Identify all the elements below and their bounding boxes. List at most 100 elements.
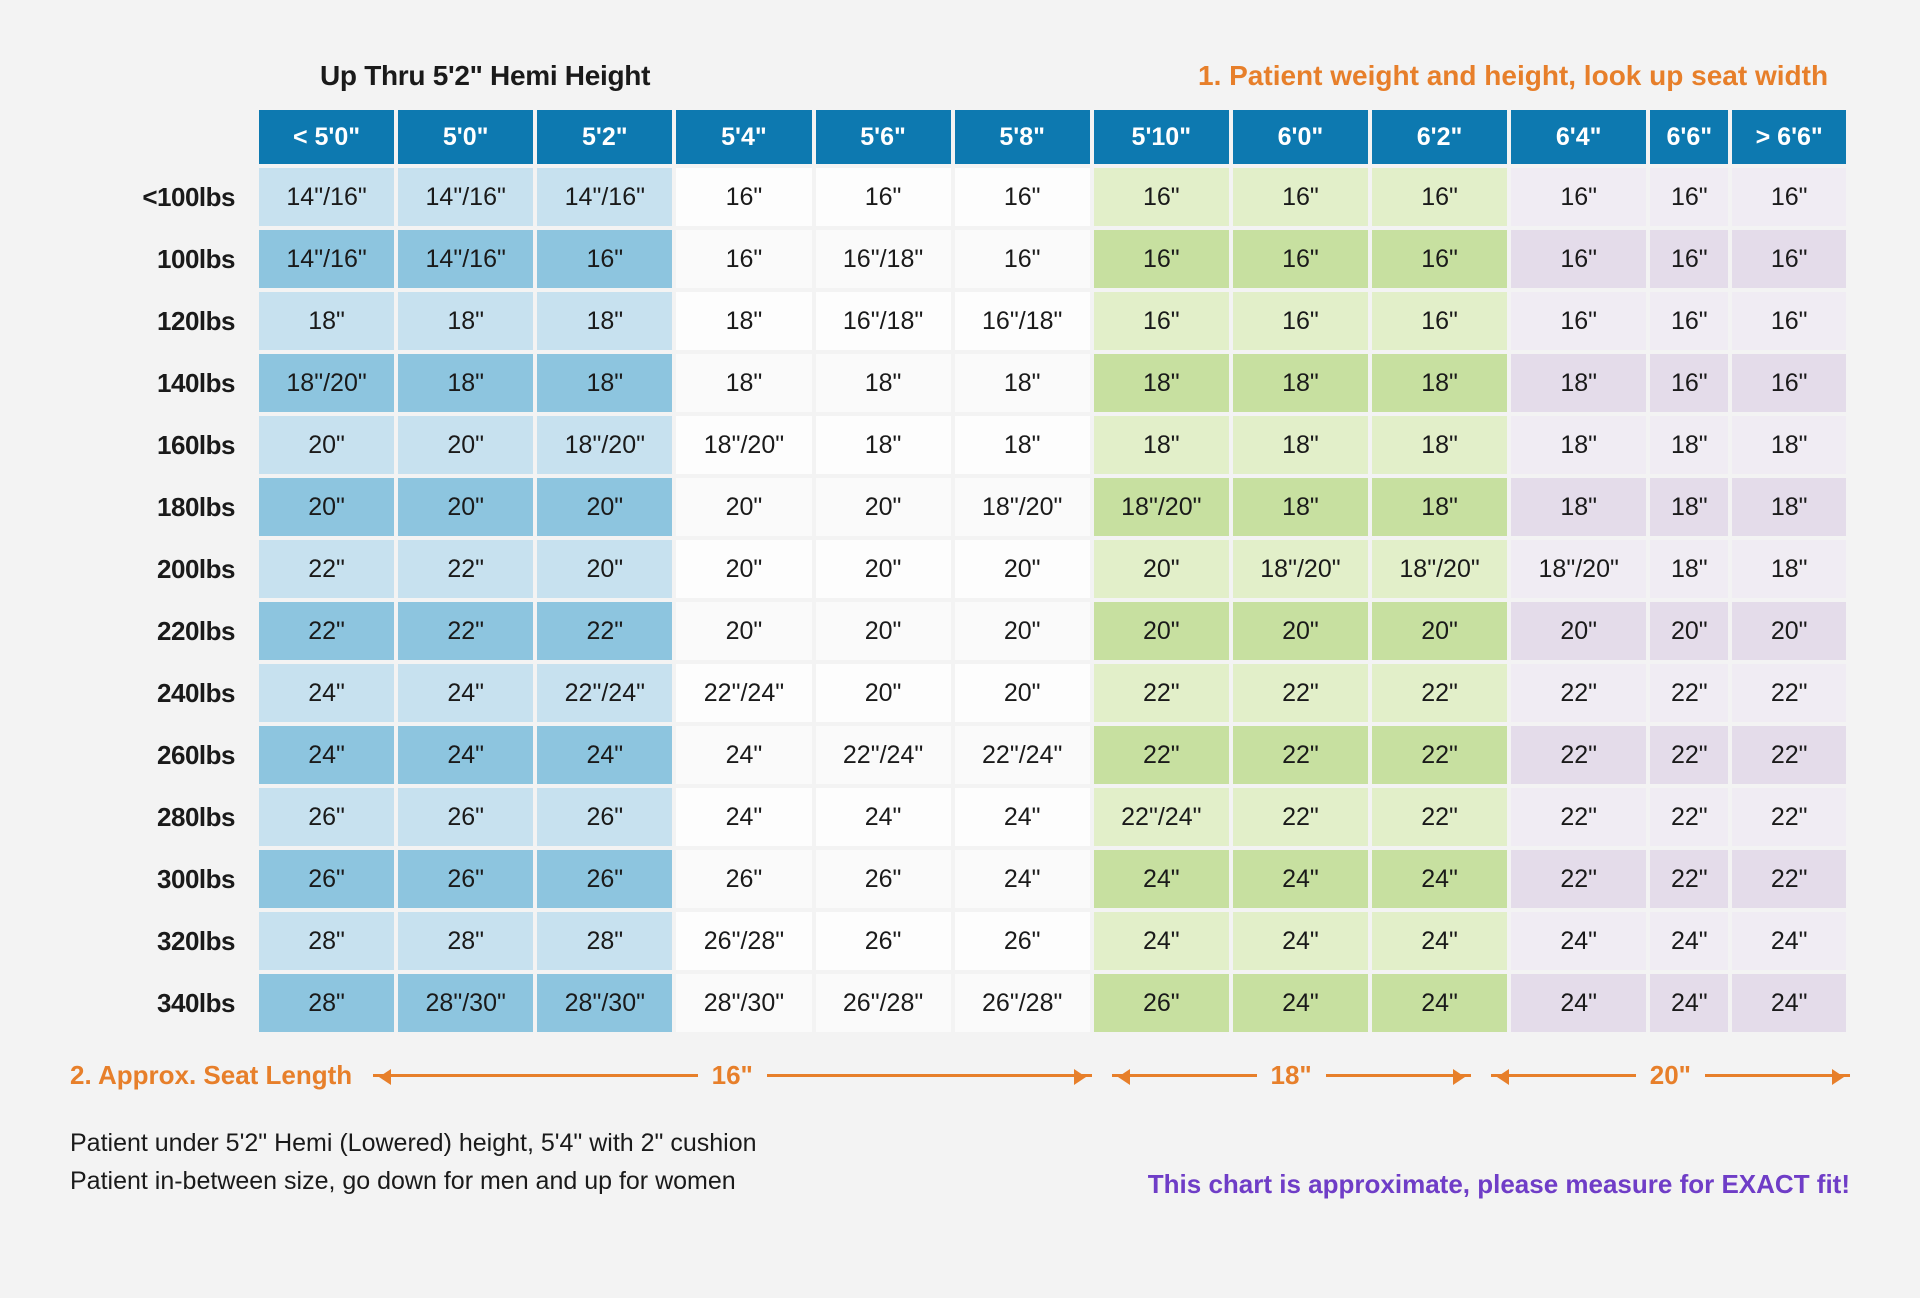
size-cell: 14"/16" [259, 168, 394, 226]
size-cell: 20" [1732, 602, 1846, 660]
size-cell: 18" [1650, 478, 1728, 536]
col-header-height: 5'2" [537, 110, 672, 164]
size-cell: 24" [398, 664, 533, 722]
size-cell: 26" [398, 788, 533, 846]
row-label-weight: 140lbs [74, 354, 255, 412]
size-cell: 24" [1372, 850, 1507, 908]
size-cell: 22" [1511, 726, 1646, 784]
arrow-right-icon [767, 1074, 1092, 1077]
size-cell: 16" [537, 230, 672, 288]
seat-length-segment: 18" [1112, 1060, 1471, 1091]
table-row: <100lbs14"/16"14"/16"14"/16"16"16"16"16"… [74, 168, 1846, 226]
row-label-weight: 320lbs [74, 912, 255, 970]
size-cell: 22" [1650, 664, 1728, 722]
size-cell: 16"/18" [816, 230, 951, 288]
size-cell: 26"/28" [676, 912, 811, 970]
size-cell: 26" [398, 850, 533, 908]
notes-row: Patient under 5'2" Hemi (Lowered) height… [70, 1125, 1850, 1200]
size-cell: 16"/18" [816, 292, 951, 350]
note-line-1: Patient under 5'2" Hemi (Lowered) height… [70, 1125, 757, 1163]
size-cell: 24" [676, 788, 811, 846]
size-cell: 26" [537, 788, 672, 846]
col-header-height: 5'6" [816, 110, 951, 164]
size-cell: 16" [1094, 168, 1229, 226]
size-cell: 16" [1372, 168, 1507, 226]
seat-length-row: 2. Approx. Seat Length 16"18"20" [70, 1060, 1850, 1091]
size-cell: 22" [398, 540, 533, 598]
size-cell: 24" [816, 788, 951, 846]
table-row: 340lbs28"28"/30"28"/30"28"/30"26"/28"26"… [74, 974, 1846, 1032]
size-cell: 24" [1372, 912, 1507, 970]
row-label-weight: 160lbs [74, 416, 255, 474]
size-cell: 18" [537, 292, 672, 350]
size-cell: 22" [1233, 664, 1368, 722]
col-header-height: > 6'6" [1732, 110, 1846, 164]
size-cell: 22" [1233, 726, 1368, 784]
col-header-height: 6'2" [1372, 110, 1507, 164]
table-row: 260lbs24"24"24"24"22"/24"22"/24"22"22"22… [74, 726, 1846, 784]
size-cell: 20" [955, 602, 1090, 660]
size-cell: 16" [1650, 230, 1728, 288]
col-header-height: 5'10" [1094, 110, 1229, 164]
size-cell: 16" [1511, 168, 1646, 226]
size-cell: 18" [1650, 540, 1728, 598]
size-cell: 22" [1511, 850, 1646, 908]
size-cell: 28" [537, 912, 672, 970]
size-cell: 18" [1094, 354, 1229, 412]
col-header-height: 5'0" [398, 110, 533, 164]
row-label-weight: 180lbs [74, 478, 255, 536]
size-cell: 18" [1233, 354, 1368, 412]
size-cell: 22" [1233, 788, 1368, 846]
col-header-height: 5'4" [676, 110, 811, 164]
size-cell: 16" [1650, 292, 1728, 350]
size-cell: 22" [1732, 850, 1846, 908]
size-cell: 24" [955, 850, 1090, 908]
size-cell: 22" [1094, 726, 1229, 784]
col-header-height: 6'0" [1233, 110, 1368, 164]
size-cell: 22"/24" [816, 726, 951, 784]
size-cell: 18" [1511, 478, 1646, 536]
table-row: 160lbs20"20"18"/20"18"/20"18"18"18"18"18… [74, 416, 1846, 474]
size-cell: 22" [1650, 788, 1728, 846]
size-cell: 28"/30" [537, 974, 672, 1032]
size-cell: 20" [1372, 602, 1507, 660]
size-cell: 24" [1094, 850, 1229, 908]
size-cell: 20" [259, 478, 394, 536]
arrow-left-icon [1491, 1074, 1636, 1077]
size-cell: 14"/16" [537, 168, 672, 226]
arrow-left-icon [1112, 1074, 1257, 1077]
size-cell: 20" [676, 602, 811, 660]
size-cell: 18" [1233, 478, 1368, 536]
size-cell: 22" [1094, 664, 1229, 722]
title-row: Up Thru 5'2" Hemi Height 1. Patient weig… [260, 60, 1850, 92]
size-cell: 20" [537, 478, 672, 536]
size-cell: 22"/24" [955, 726, 1090, 784]
size-cell: 24" [1732, 974, 1846, 1032]
size-cell: 26" [816, 912, 951, 970]
size-cell: 16" [1233, 292, 1368, 350]
row-label-weight: 300lbs [74, 850, 255, 908]
size-cell: 18" [1732, 540, 1846, 598]
size-cell: 16" [1732, 354, 1846, 412]
size-cell: 26" [537, 850, 672, 908]
size-cell: 24" [259, 664, 394, 722]
size-cell: 18" [1732, 478, 1846, 536]
size-cell: 24" [955, 788, 1090, 846]
row-label-weight: 200lbs [74, 540, 255, 598]
arrow-left-icon [373, 1074, 698, 1077]
size-cell: 26" [816, 850, 951, 908]
size-cell: 24" [1372, 974, 1507, 1032]
size-cell: 18" [1372, 416, 1507, 474]
size-cell: 16" [1094, 230, 1229, 288]
table-row: 140lbs18"/20"18"18"18"18"18"18"18"18"18"… [74, 354, 1846, 412]
size-cell: 22" [1732, 664, 1846, 722]
size-cell: 18"/20" [1233, 540, 1368, 598]
size-cell: 18" [1511, 416, 1646, 474]
size-cell: 22" [259, 602, 394, 660]
seat-length-segment: 20" [1491, 1060, 1850, 1091]
row-label-weight: 220lbs [74, 602, 255, 660]
size-cell: 16"/18" [955, 292, 1090, 350]
size-cell: 16" [955, 230, 1090, 288]
size-cell: 18"/20" [537, 416, 672, 474]
size-cell: 22" [1650, 726, 1728, 784]
